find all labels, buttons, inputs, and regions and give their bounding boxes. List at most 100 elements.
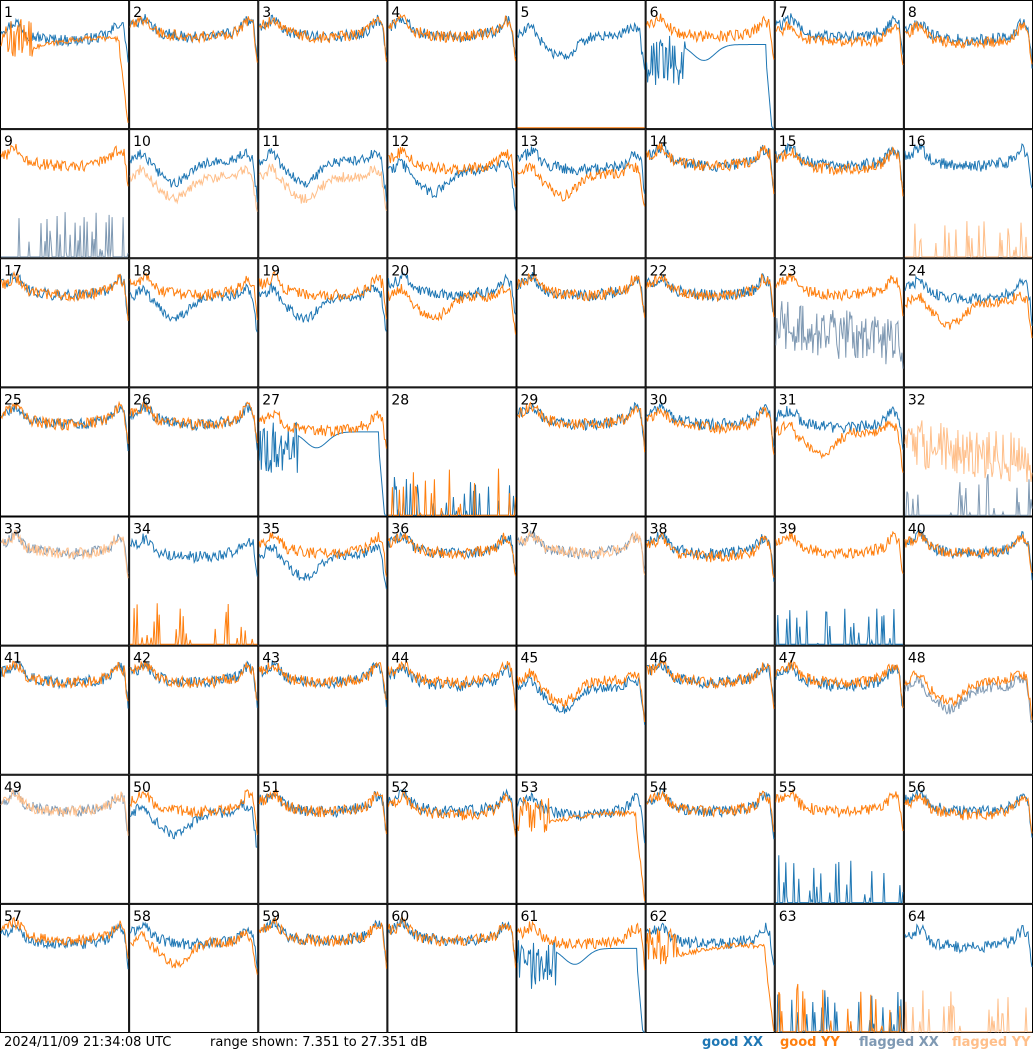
panel-number-label: 21 xyxy=(521,263,539,279)
series-yy-line xyxy=(775,146,904,197)
panel-frame xyxy=(129,387,259,517)
panel-frame xyxy=(258,516,388,646)
series-yy-line xyxy=(646,13,775,60)
panel-25: 25 xyxy=(0,387,130,517)
series-yy-line xyxy=(387,13,516,62)
panel-frame xyxy=(129,774,259,904)
panel-60: 60 xyxy=(387,903,517,1033)
panel-frame xyxy=(129,0,259,130)
series-yy-line xyxy=(387,283,516,335)
series-xx-line xyxy=(904,274,1033,326)
panel-number-label: 63 xyxy=(779,909,797,925)
panel-59: 59 xyxy=(258,903,388,1033)
panel-64: 64 xyxy=(903,903,1033,1033)
series-yy-line xyxy=(517,401,646,453)
panel-frame xyxy=(645,774,775,904)
series-yy-line xyxy=(775,788,904,832)
panel-number-label: 16 xyxy=(908,134,926,150)
panel-33: 33 xyxy=(0,516,130,646)
panel-number-label: 22 xyxy=(650,263,668,279)
panel-number-label: 27 xyxy=(262,392,280,408)
panel-26: 26 xyxy=(129,387,259,517)
series-yy-line xyxy=(775,20,904,66)
panel-2: 2 xyxy=(129,0,259,130)
panel-number-label: 11 xyxy=(262,134,280,150)
series-yy-line xyxy=(517,668,646,723)
panel-frame xyxy=(774,516,904,646)
panel-frame xyxy=(129,258,259,388)
series-yy-line xyxy=(258,409,387,449)
panel-12: 12 xyxy=(387,129,517,259)
series-yy-line xyxy=(129,16,258,63)
panel-56: 56 xyxy=(903,774,1033,904)
panel-number-label: 57 xyxy=(4,909,22,925)
panel-23: 23 xyxy=(774,258,904,388)
series-xx-line xyxy=(0,922,129,970)
footer-bar: 2024/11/09 21:34:08 UTC range shown: 7.3… xyxy=(0,1033,1033,1053)
panel-frame xyxy=(645,903,775,1033)
panel-40: 40 xyxy=(903,516,1033,646)
series-yy-line xyxy=(646,143,775,194)
panel-frame xyxy=(516,903,646,1033)
panel-15: 15 xyxy=(774,129,904,259)
panel-frame xyxy=(774,129,904,259)
panel-frame xyxy=(774,387,904,517)
panel-number-label: 46 xyxy=(650,651,668,667)
series-yy-line xyxy=(646,790,775,832)
panel-number-label: 25 xyxy=(4,392,22,408)
panel-13: 13 xyxy=(516,129,646,259)
panel-30: 30 xyxy=(645,387,775,517)
panel-frame xyxy=(0,516,130,646)
panel-frame xyxy=(516,645,646,775)
series-yy-line xyxy=(775,660,904,709)
panel-9: 9 xyxy=(0,129,130,259)
series-yy-line xyxy=(258,270,387,320)
series-xx-line xyxy=(517,940,645,1033)
series-yy-line xyxy=(388,146,516,188)
panel-39: 39 xyxy=(774,516,904,646)
panel-number-label: 30 xyxy=(650,392,668,408)
series-yy-line xyxy=(129,272,258,321)
panel-38: 38 xyxy=(645,516,775,646)
panel-frame xyxy=(387,258,517,388)
panel-frame xyxy=(129,129,259,259)
panel-frame xyxy=(258,387,388,517)
series-xx-line xyxy=(775,608,903,645)
panel-10: 10 xyxy=(129,129,259,259)
panel-number-label: 24 xyxy=(908,263,926,279)
series-yy-line xyxy=(129,400,258,444)
panel-31: 31 xyxy=(774,387,904,517)
series-yy-line xyxy=(775,983,904,1033)
series-yy-line xyxy=(517,920,646,971)
panel-57: 57 xyxy=(0,903,130,1033)
panel-frame xyxy=(774,903,904,1033)
series-xx-line xyxy=(904,674,1033,724)
panel-11: 11 xyxy=(258,129,388,259)
series-yy-line xyxy=(904,21,1033,65)
panel-61: 61 xyxy=(516,903,646,1033)
panel-14: 14 xyxy=(645,129,775,259)
series-yy-line xyxy=(775,272,904,317)
panel-number-label: 2 xyxy=(133,5,142,21)
panel-number-label: 39 xyxy=(779,522,797,538)
panel-number-label: 58 xyxy=(133,909,151,925)
series-yy-line xyxy=(387,532,516,576)
panel-number-label: 44 xyxy=(391,651,409,667)
series-xx-line xyxy=(129,148,258,203)
panel-63: 63 xyxy=(774,903,904,1033)
panel-44: 44 xyxy=(387,645,517,775)
series-yy-line xyxy=(258,163,387,212)
panel-frame xyxy=(258,774,388,904)
panel-frame xyxy=(387,903,517,1033)
series-xx-line xyxy=(387,788,516,831)
panel-number-label: 5 xyxy=(521,5,530,21)
panel-1: 1 xyxy=(0,0,130,130)
panel-58: 58 xyxy=(129,903,259,1033)
series-yy-line xyxy=(517,161,646,207)
series-yy-line xyxy=(388,468,516,516)
panel-frame xyxy=(0,129,130,259)
series-yy-line xyxy=(646,406,775,455)
series-xx-line xyxy=(129,14,258,59)
panel-number-label: 61 xyxy=(521,909,539,925)
series-yy-line xyxy=(387,791,516,837)
